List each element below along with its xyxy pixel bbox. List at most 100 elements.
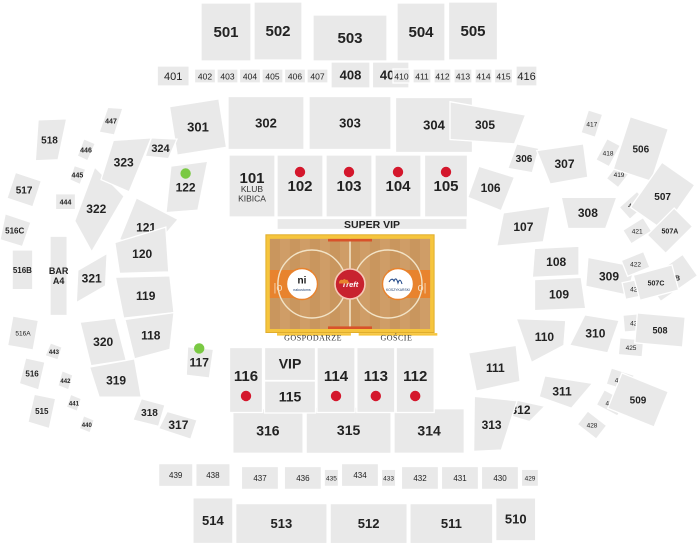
svg-text:118: 118 bbox=[141, 328, 161, 342]
svg-text:GOSPODARZE: GOSPODARZE bbox=[284, 334, 342, 343]
svg-text:109: 109 bbox=[549, 287, 569, 301]
svg-text:313: 313 bbox=[482, 418, 502, 432]
svg-text:433: 433 bbox=[383, 476, 394, 483]
svg-text:442: 442 bbox=[60, 379, 71, 385]
svg-text:402: 402 bbox=[198, 71, 212, 81]
svg-text:105: 105 bbox=[433, 178, 458, 195]
svg-text:414: 414 bbox=[476, 71, 490, 81]
svg-text:504: 504 bbox=[408, 24, 434, 41]
svg-text:303: 303 bbox=[339, 115, 361, 130]
svg-text:445: 445 bbox=[72, 173, 84, 180]
svg-text:SUPER VIP: SUPER VIP bbox=[344, 219, 400, 231]
svg-text:410: 410 bbox=[394, 71, 408, 81]
svg-text:510: 510 bbox=[505, 512, 527, 527]
svg-text:119: 119 bbox=[136, 289, 156, 303]
svg-text:GOŚCIE: GOŚCIE bbox=[380, 333, 412, 343]
svg-text:507: 507 bbox=[654, 192, 671, 203]
svg-text:434: 434 bbox=[353, 471, 367, 480]
svg-text:422: 422 bbox=[630, 262, 641, 269]
svg-text:501: 501 bbox=[213, 24, 238, 41]
svg-text:322: 322 bbox=[86, 202, 106, 216]
svg-text:503: 503 bbox=[337, 30, 362, 47]
svg-text:516: 516 bbox=[25, 370, 39, 379]
svg-text:113: 113 bbox=[364, 368, 388, 385]
svg-text:401: 401 bbox=[164, 71, 182, 83]
svg-text:407: 407 bbox=[310, 71, 324, 81]
svg-text:416: 416 bbox=[517, 71, 535, 83]
svg-text:316: 316 bbox=[256, 423, 280, 439]
svg-text:117: 117 bbox=[190, 356, 210, 370]
svg-text:509: 509 bbox=[630, 396, 647, 407]
svg-text:419: 419 bbox=[614, 172, 625, 179]
svg-text:317: 317 bbox=[168, 418, 188, 432]
svg-text:511: 511 bbox=[441, 516, 462, 531]
svg-text:436: 436 bbox=[296, 474, 310, 483]
svg-text:107: 107 bbox=[513, 220, 533, 234]
svg-text:516A: 516A bbox=[15, 331, 31, 338]
svg-text:o|: o| bbox=[418, 282, 427, 294]
svg-text:308: 308 bbox=[578, 206, 598, 220]
svg-text:318: 318 bbox=[141, 408, 158, 419]
svg-text:418: 418 bbox=[603, 150, 614, 157]
svg-text:446: 446 bbox=[80, 148, 92, 155]
svg-text:104: 104 bbox=[385, 178, 411, 195]
svg-text:406: 406 bbox=[288, 71, 302, 81]
svg-text:507A: 507A bbox=[662, 229, 679, 236]
svg-text:444: 444 bbox=[60, 200, 72, 207]
svg-text:430: 430 bbox=[493, 474, 507, 483]
svg-text:ni: ni bbox=[298, 276, 307, 287]
svg-text:432: 432 bbox=[413, 474, 427, 483]
svg-text:nakustoms: nakustoms bbox=[293, 288, 311, 292]
svg-text:102: 102 bbox=[287, 178, 312, 195]
svg-text:324: 324 bbox=[151, 143, 170, 155]
svg-text:309: 309 bbox=[599, 269, 619, 283]
svg-text:108: 108 bbox=[546, 255, 566, 269]
svg-text:517: 517 bbox=[16, 185, 33, 196]
svg-text:513: 513 bbox=[271, 516, 293, 531]
svg-text:120: 120 bbox=[132, 247, 152, 261]
svg-text:413: 413 bbox=[456, 71, 470, 81]
svg-text:319: 319 bbox=[106, 373, 126, 387]
svg-text:320: 320 bbox=[93, 335, 113, 349]
svg-text:518: 518 bbox=[41, 135, 58, 146]
svg-text:415: 415 bbox=[496, 71, 510, 81]
svg-text:321: 321 bbox=[82, 271, 102, 285]
svg-text:417: 417 bbox=[586, 121, 597, 128]
svg-text:411: 411 bbox=[415, 71, 429, 81]
svg-text:505: 505 bbox=[460, 23, 485, 40]
svg-text:439: 439 bbox=[169, 471, 183, 480]
svg-text:106: 106 bbox=[481, 181, 501, 195]
svg-text:VIP: VIP bbox=[279, 356, 302, 372]
svg-text:502: 502 bbox=[265, 23, 290, 40]
svg-text:516C: 516C bbox=[5, 227, 24, 236]
svg-text:112: 112 bbox=[403, 368, 427, 385]
svg-text:508: 508 bbox=[652, 325, 667, 335]
svg-text:440: 440 bbox=[82, 423, 93, 429]
svg-text:405: 405 bbox=[265, 71, 279, 81]
svg-text:437: 437 bbox=[253, 474, 267, 483]
svg-text:110: 110 bbox=[535, 330, 555, 344]
svg-text:515: 515 bbox=[35, 407, 49, 416]
svg-text:KOSZYKARSKI: KOSZYKARSKI bbox=[386, 288, 410, 292]
svg-text:|o: |o bbox=[274, 282, 283, 294]
svg-text:435: 435 bbox=[326, 476, 337, 483]
svg-text:115: 115 bbox=[279, 389, 302, 405]
svg-text:315: 315 bbox=[337, 422, 361, 438]
svg-text:512: 512 bbox=[358, 516, 380, 531]
svg-text:507C: 507C bbox=[648, 280, 665, 287]
svg-text:441: 441 bbox=[69, 401, 80, 407]
svg-text:428: 428 bbox=[587, 423, 598, 430]
svg-text:114: 114 bbox=[324, 368, 349, 385]
svg-text:306: 306 bbox=[516, 154, 533, 165]
svg-text:311: 311 bbox=[552, 384, 572, 398]
svg-text:404: 404 bbox=[243, 71, 257, 81]
svg-text:516B: 516B bbox=[13, 266, 32, 275]
svg-text:514: 514 bbox=[202, 513, 224, 528]
svg-text:431: 431 bbox=[453, 474, 467, 483]
svg-text:103: 103 bbox=[336, 178, 361, 195]
svg-text:305: 305 bbox=[475, 118, 495, 132]
svg-text:301: 301 bbox=[187, 119, 209, 134]
svg-text:310: 310 bbox=[585, 327, 605, 341]
svg-text:323: 323 bbox=[114, 156, 134, 170]
